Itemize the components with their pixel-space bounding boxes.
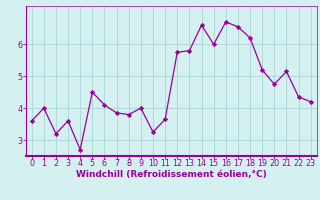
- X-axis label: Windchill (Refroidissement éolien,°C): Windchill (Refroidissement éolien,°C): [76, 170, 267, 179]
